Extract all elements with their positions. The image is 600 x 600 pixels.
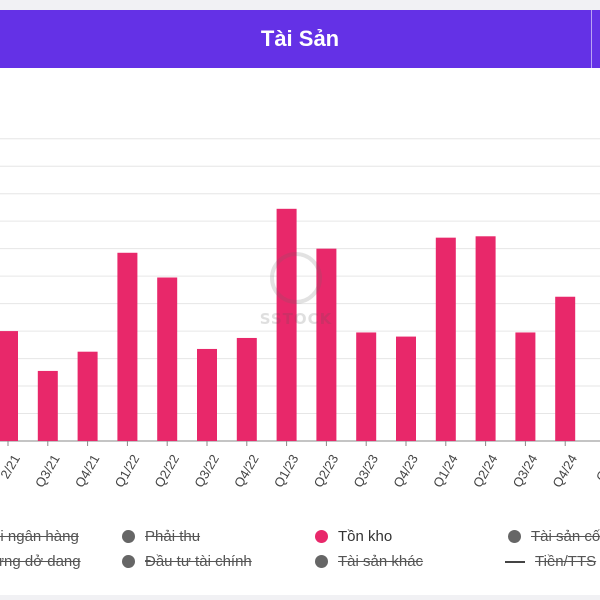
x-tick-label: Q4/22: [231, 452, 262, 490]
legend-dot-icon: [122, 555, 135, 568]
bar-Q2-24[interactable]: [475, 236, 496, 441]
x-tick-label: Q1/2: [593, 452, 600, 484]
legend-label: Tài sản khác: [338, 553, 424, 570]
legend-label: ựng dở dang: [0, 553, 81, 570]
x-tick-label: Q3/24: [510, 452, 541, 490]
legend-dot-icon: [508, 530, 521, 543]
bar-Q1-22[interactable]: [117, 252, 138, 441]
x-tick-label: Q2/23: [311, 452, 342, 490]
bar-Q3-23[interactable]: [356, 332, 377, 441]
legend-dot-icon: [315, 530, 328, 543]
x-tick-label: Q1/22: [112, 452, 143, 490]
bar-Q3-22[interactable]: [197, 348, 217, 441]
legend-item-fixed-assets[interactable]: Tài sản cố: [508, 528, 600, 545]
x-tick-label: Q3/22: [191, 452, 222, 490]
bar-Q1-23[interactable]: [276, 208, 297, 441]
legend-label: gửi ngân hàng: [0, 528, 79, 545]
chart-card: Tài Sản 2/21 Q3/21 Q4/21 Q1/22 Q2/22 Q3/22 Q4/…: [0, 10, 600, 595]
legend-item-deposits[interactable]: gửi ngân hàng: [0, 528, 79, 545]
bar-Q3-21[interactable]: [37, 370, 58, 441]
bar-Q4-23[interactable]: [396, 336, 416, 441]
legend-dot-icon: [122, 530, 135, 543]
legend-item-construction-in-progress[interactable]: ựng dở dang: [0, 553, 81, 570]
x-tick-label: Q4/23: [390, 452, 421, 490]
x-tick-label: Q1/24: [430, 452, 461, 490]
legend-item-receivables[interactable]: Phải thu: [122, 528, 200, 545]
x-tick-label: Q2/24: [470, 452, 501, 490]
bar-Q1-24[interactable]: [435, 237, 456, 441]
bar-Q4-24[interactable]: [555, 296, 576, 441]
legend-dot-icon: [315, 555, 328, 568]
bar-Q2-21[interactable]: [0, 331, 18, 441]
legend-item-cash-ratio[interactable]: Tiền/TTS: [505, 553, 596, 570]
x-tick-label: Q2/22: [151, 452, 182, 490]
bar-Q4-22[interactable]: [236, 337, 257, 441]
x-tick-label: Q4/21: [72, 452, 103, 490]
legend-label: Tài sản cố: [531, 528, 600, 545]
x-tick-label: Q3/23: [350, 452, 381, 490]
x-tick-label: Q4/24: [549, 452, 580, 490]
bar-Q4-21[interactable]: [77, 351, 98, 441]
x-tick-label: Q3/21: [32, 452, 63, 490]
bar-Q2-23[interactable]: [316, 248, 337, 441]
legend-label: Tiền/TTS: [535, 553, 597, 570]
chart-header: Tài Sản: [0, 10, 600, 68]
header-divider: [591, 10, 592, 68]
legend-item-inventory[interactable]: Tồn kho: [315, 528, 392, 545]
chart-title: Tài Sản: [260, 26, 340, 51]
bar-Q2-22[interactable]: [157, 277, 178, 441]
legend-item-other-assets[interactable]: Tài sản khác: [315, 553, 423, 570]
x-tick-label: Q1/23: [271, 452, 302, 490]
legend-label: Tồn kho: [338, 528, 393, 545]
legend-line-icon: [505, 560, 525, 563]
bar-chart: 2/21 Q3/21 Q4/21 Q1/22 Q2/22 Q3/22 Q4/22 Q1/23 Q…: [0, 138, 600, 490]
x-tick-label: 2/21: [0, 452, 23, 481]
bar-Q3-24[interactable]: [515, 332, 536, 441]
legend-label: Phải thu: [145, 528, 201, 545]
legend-item-financial-investment[interactable]: Đầu tư tài chính: [122, 553, 252, 570]
legend-label: Đầu tư tài chính: [145, 553, 252, 570]
